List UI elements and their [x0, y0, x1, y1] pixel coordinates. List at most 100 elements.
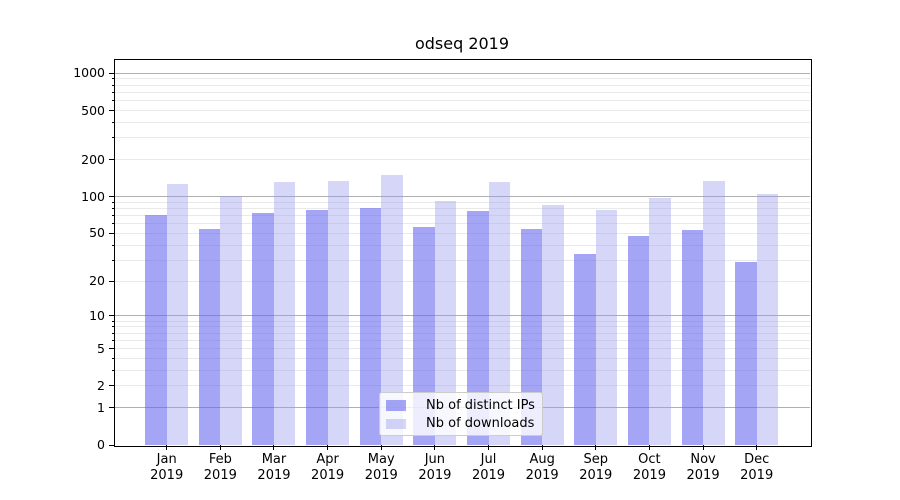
x-tick-label: May 2019 [351, 452, 411, 484]
y-tick-minor [111, 215, 115, 217]
legend-item: Nb of downloads [386, 415, 536, 434]
y-tick-minor [111, 332, 115, 334]
y-gridline-major [114, 72, 810, 74]
x-tick-label-year: 2019 [418, 468, 452, 483]
y-tick [108, 444, 115, 446]
y-gridline-minor [114, 208, 810, 210]
x-tick [756, 445, 758, 450]
y-tick-minor [111, 223, 115, 225]
y-tick-label: 2 [97, 377, 105, 393]
y-tick-label: 5 [97, 340, 105, 356]
y-gridline-major [114, 196, 810, 198]
x-tick-label: Dec 2019 [727, 452, 787, 484]
bar-downloads [220, 196, 242, 445]
x-tick-label-year: 2019 [686, 468, 720, 483]
y-gridline-major [114, 315, 810, 317]
x-tick-label-year: 2019 [203, 468, 237, 483]
legend-item: Nb of distinct IPs [386, 396, 536, 415]
y-gridline-minor [114, 100, 810, 102]
y-gridline-minor [114, 232, 810, 234]
bar-downloads [595, 209, 618, 445]
x-tick [219, 445, 221, 450]
x-tick [273, 445, 275, 450]
y-gridline-minor [114, 78, 810, 80]
x-tick [595, 445, 597, 450]
y-gridline-minor [114, 357, 810, 359]
y-gridline-minor [114, 320, 810, 322]
y-tick-minor [111, 208, 115, 210]
chart-title: odseq 2019 [414, 34, 510, 53]
legend-swatch [386, 400, 406, 411]
bar-distinct-ips [574, 253, 596, 445]
x-tick-label: Jul 2019 [459, 452, 519, 484]
bar-downloads [542, 205, 564, 445]
x-tick-label: Aug 2019 [512, 452, 572, 484]
x-tick-label: Jun 2019 [405, 452, 465, 484]
y-tick [108, 232, 115, 234]
y-gridline-minor [114, 91, 810, 93]
y-tick-minor [111, 357, 115, 359]
y-tick-label: 10 [89, 307, 105, 323]
y-tick-minor [111, 339, 115, 341]
y-tick-label: 20 [89, 273, 105, 289]
x-tick-label-year: 2019 [150, 468, 184, 483]
legend-swatch [386, 418, 406, 429]
bar-distinct-ips [467, 211, 489, 445]
bar-downloads [703, 181, 725, 445]
y-tick-label: 1 [97, 399, 105, 415]
bar-distinct-ips [252, 213, 274, 445]
x-tick [541, 445, 543, 450]
y-gridline-minor [114, 326, 810, 328]
bar-downloads [756, 194, 779, 445]
y-tick-minor [111, 91, 115, 93]
x-tick-label: Nov 2019 [673, 452, 733, 484]
y-tick [108, 315, 115, 317]
y-tick-label: 500 [81, 102, 105, 118]
bar-distinct-ips [198, 229, 221, 445]
y-gridline-minor [114, 137, 810, 139]
bar-distinct-ips [145, 214, 167, 445]
bar-distinct-ips [520, 229, 543, 445]
bar-distinct-ips [359, 207, 382, 445]
y-tick-minor [111, 84, 115, 86]
y-tick-minor [111, 244, 115, 246]
bar-downloads [273, 182, 296, 445]
legend: Nb of distinct IPs Nb of downloads [379, 392, 543, 436]
x-tick [327, 445, 329, 450]
y-tick [108, 280, 115, 282]
x-tick-label-year: 2019 [525, 468, 559, 483]
y-gridline-minor [114, 385, 810, 387]
y-gridline-minor [114, 201, 810, 203]
x-tick [648, 445, 650, 450]
y-tick [108, 385, 115, 387]
y-tick-minor [111, 137, 115, 139]
y-gridline-minor [114, 159, 810, 161]
y-tick [108, 407, 115, 409]
x-tick [434, 445, 436, 450]
y-gridline-minor [114, 244, 810, 246]
bar-downloads [381, 175, 403, 445]
y-tick [108, 196, 115, 198]
y-gridline-minor [114, 84, 810, 86]
y-tick-minor [111, 122, 115, 124]
x-tick-label-year: 2019 [632, 468, 666, 483]
bar-downloads [434, 201, 457, 445]
y-tick-label: 50 [89, 225, 105, 241]
y-gridline-minor [114, 332, 810, 334]
x-tick-label: Feb 2019 [190, 452, 250, 484]
x-tick-label-year: 2019 [471, 468, 506, 483]
y-tick-minor [111, 78, 115, 80]
legend-label: Nb of distinct IPs [426, 397, 535, 413]
y-gridline-minor [114, 122, 810, 124]
y-tick-label: 0 [97, 437, 105, 452]
x-tick [488, 445, 490, 450]
y-tick [108, 348, 115, 350]
y-gridline-minor [114, 110, 810, 112]
y-tick-minor [111, 320, 115, 322]
x-tick [380, 445, 382, 450]
y-tick-minor [111, 259, 115, 261]
bar-distinct-ips [413, 226, 435, 445]
x-tick-label-year: 2019 [311, 468, 345, 483]
x-tick-label-year: 2019 [364, 468, 398, 483]
y-gridline-minor [114, 348, 810, 350]
